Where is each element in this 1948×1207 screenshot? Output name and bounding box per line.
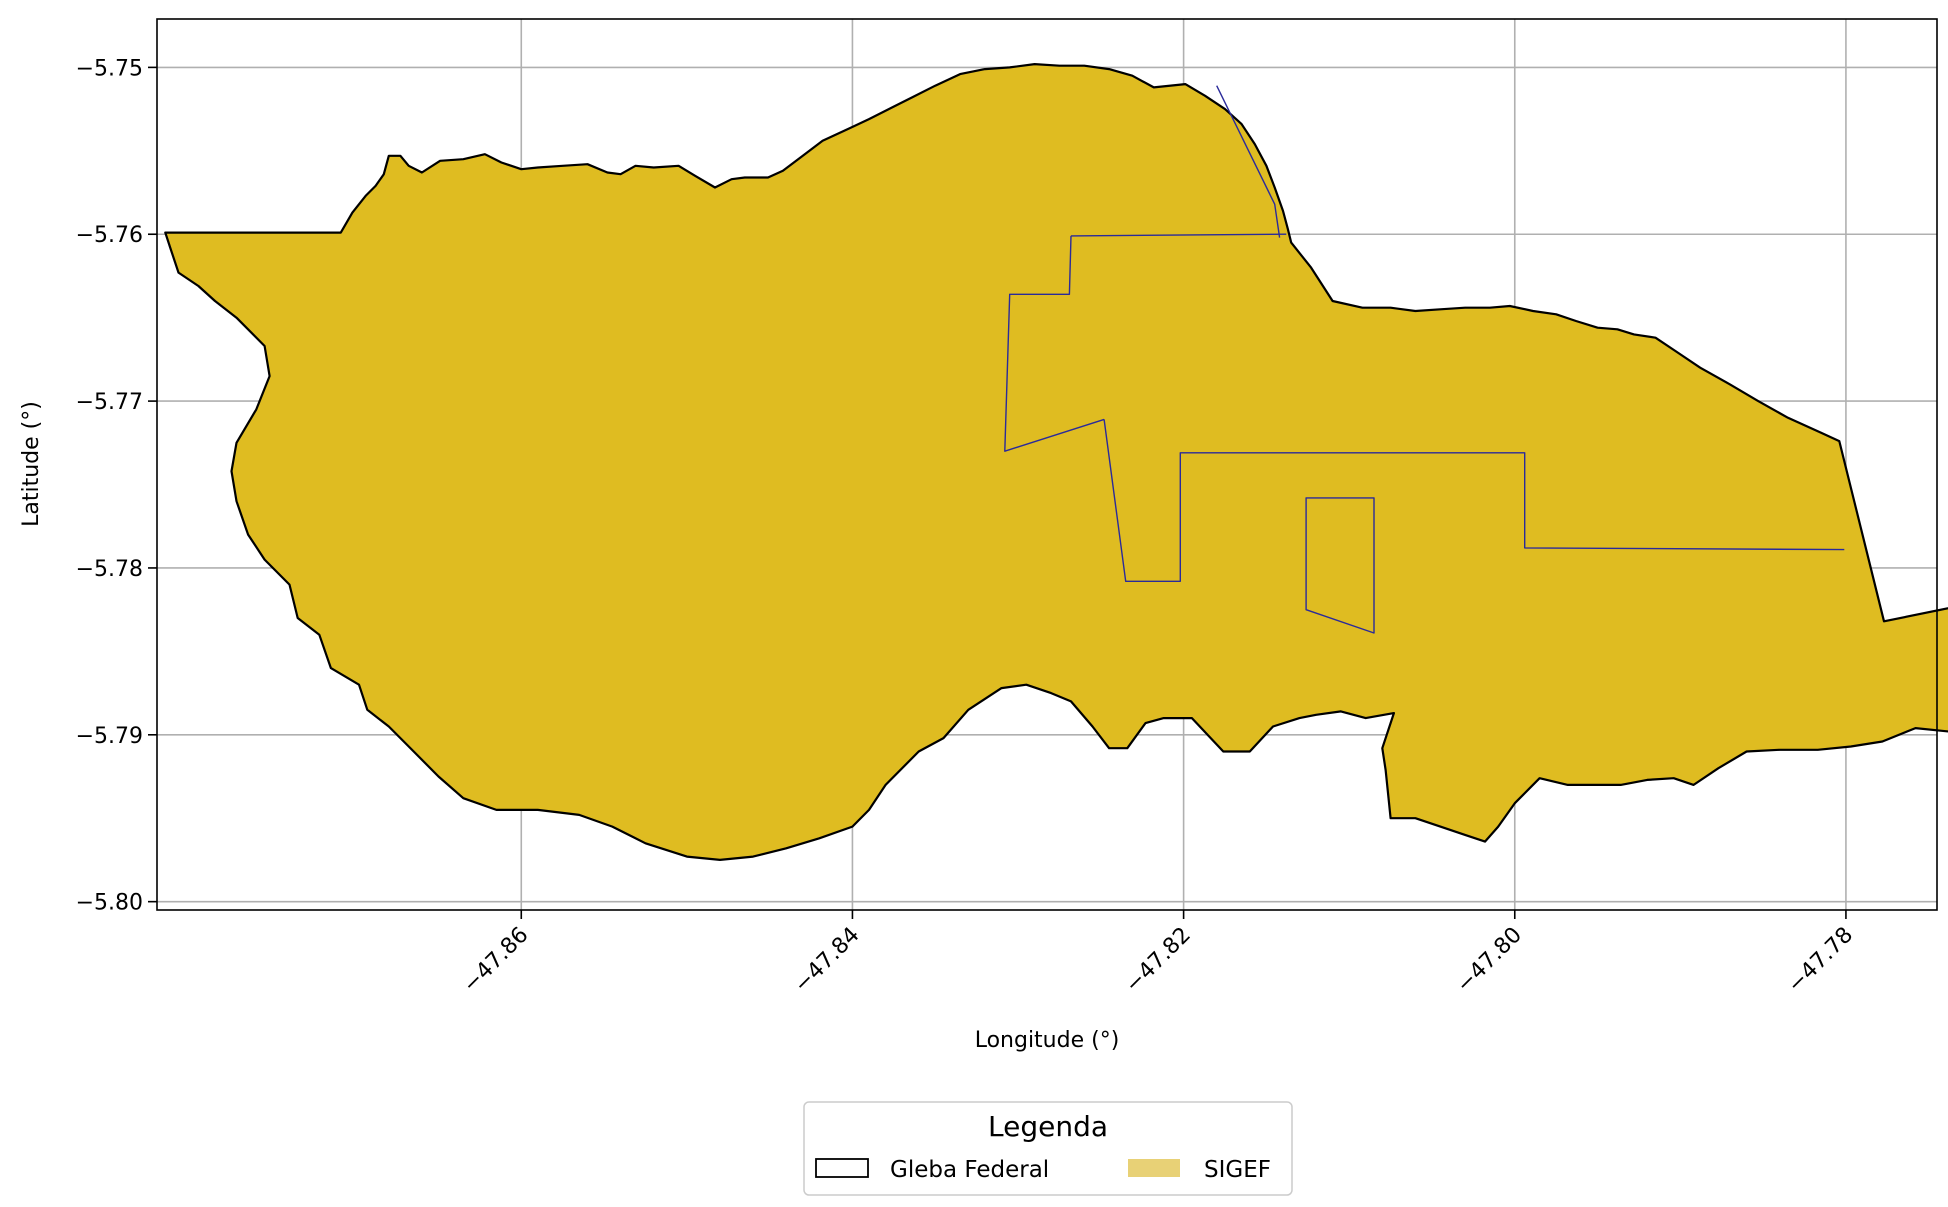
legend-swatch-sigef xyxy=(1128,1159,1180,1177)
x-axis-label: Longitude (°) xyxy=(975,1028,1120,1053)
axes-frame xyxy=(156,18,1938,911)
y-axis-ticks: −5.75 −5.76 −5.77 −5.78 −5.79 −5.80 xyxy=(76,56,157,916)
sigef-parcel-boundary xyxy=(1216,85,1281,238)
y-tick-label: −5.79 xyxy=(76,724,143,749)
sigef-parcel-boundary xyxy=(1004,235,1105,452)
sigef-parcel-boundary xyxy=(1305,497,1375,634)
y-tick-label: −5.76 xyxy=(76,223,143,248)
y-axis-label: Latitude (°) xyxy=(19,401,44,527)
y-tick-label: −5.77 xyxy=(76,390,143,415)
sigef-parcel-boundary xyxy=(1103,419,1845,582)
map-layers xyxy=(164,62,1948,862)
y-tick-label: −5.80 xyxy=(76,891,143,916)
legend-label-sigef: SIGEF xyxy=(1204,1157,1271,1183)
legend-title: Legenda xyxy=(988,1110,1108,1143)
legend-swatch-gleba-federal xyxy=(815,1158,869,1178)
y-tick-label: −5.75 xyxy=(76,56,143,81)
sigef-parcel-boundary xyxy=(1070,233,1287,237)
gleba-federal-polygon xyxy=(164,62,1948,862)
y-tick-label: −5.78 xyxy=(76,557,143,582)
legend-label-gleba-federal: Gleba Federal xyxy=(890,1157,1049,1183)
legend: Legenda Gleba Federal SIGEF xyxy=(803,1101,1293,1196)
